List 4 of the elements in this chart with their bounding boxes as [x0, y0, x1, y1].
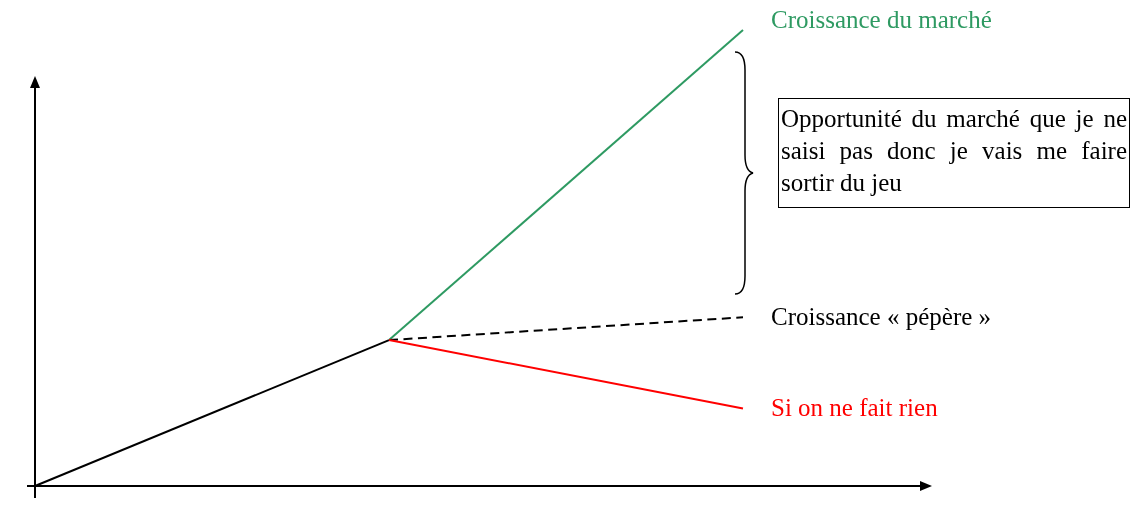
series-label: Croissance « pépère » — [771, 303, 992, 331]
series-label: Si on ne fait rien — [771, 394, 939, 422]
series-label: Croissance du marché — [771, 6, 992, 33]
annotation: Opportunité du marché que je ne saisi pas donc je vais me faire sortir du jeu — [778, 98, 1130, 208]
